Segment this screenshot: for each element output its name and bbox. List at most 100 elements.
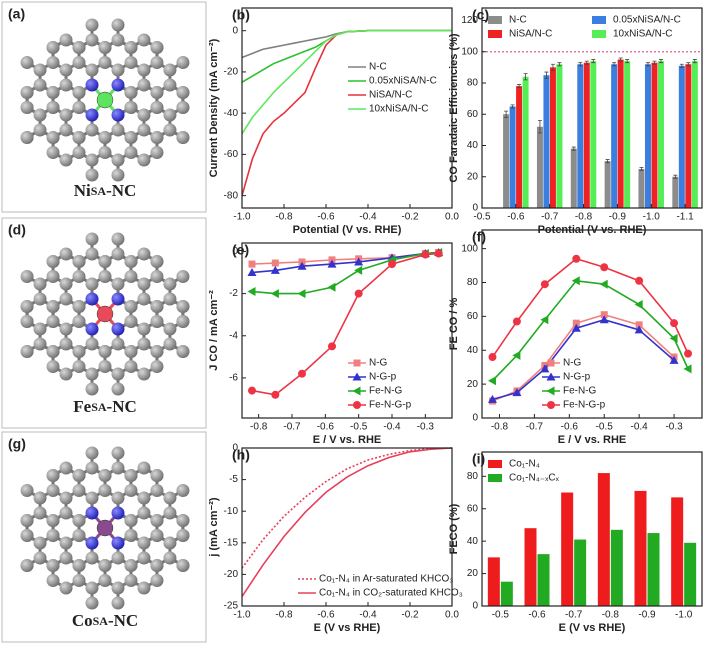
panel-label: (h) — [232, 447, 250, 463]
data-point — [635, 321, 643, 329]
carbon-atom — [176, 559, 190, 572]
data-point — [600, 263, 609, 272]
carbon-atom — [72, 300, 86, 313]
carbon-atom — [163, 63, 177, 77]
data-point — [634, 325, 644, 334]
caption-part: SA — [91, 400, 107, 414]
y-axis-title: FE CO / % — [448, 298, 460, 351]
carbon-atom — [85, 18, 99, 32]
data-point — [270, 265, 280, 274]
carbon-atom — [85, 596, 99, 610]
x-tick-label: -0.7 — [526, 422, 544, 433]
carbon-atom — [85, 491, 99, 505]
nitrogen-atom — [111, 536, 125, 550]
carbon-atom — [150, 131, 164, 144]
bar — [647, 533, 660, 606]
carbon-atom — [98, 146, 112, 159]
carbon-atom — [20, 559, 34, 572]
error-bar — [510, 104, 515, 109]
y-tick-label: -60 — [224, 149, 239, 160]
x-axis-title: E (V vs RHE) — [559, 622, 626, 634]
y-axis-title: J CO / mA cm⁻² — [208, 290, 220, 371]
error-bar — [550, 63, 555, 71]
y-axis-title: FECO (%) — [448, 503, 460, 554]
carbon-atom — [59, 581, 73, 595]
bar — [536, 126, 543, 208]
legend-swatch — [592, 16, 606, 24]
x-tick-label: -1.0 — [643, 212, 661, 223]
y-tick-label: -20 — [224, 569, 239, 580]
carbon-atom — [137, 292, 151, 306]
carbon-atom — [20, 484, 34, 497]
carbon-atom — [111, 581, 125, 595]
carbon-atom — [137, 322, 151, 336]
carbon-atom — [46, 559, 60, 572]
structure-caption: NiSA-NC — [74, 181, 137, 200]
carbon-atom — [59, 536, 73, 550]
x-tick-label: -0.6 — [507, 212, 525, 223]
carbon-atom — [33, 108, 47, 122]
legend-label: NiSA/N-C — [369, 90, 412, 101]
legend-swatch — [488, 30, 502, 38]
carbon-atom — [98, 360, 112, 373]
carbon-atom — [59, 292, 73, 306]
legend-swatch — [488, 460, 502, 468]
y-axis-title: Current Density (mA cm⁻²) — [208, 38, 220, 177]
carbon-atom — [98, 469, 112, 482]
y-tick-label: -6 — [229, 373, 238, 384]
carbon-atom — [20, 131, 34, 144]
legend-label: 0.05xNiSA/N-C — [613, 15, 681, 26]
caption-part: Co — [72, 611, 93, 630]
panel-frame — [1, 1, 207, 213]
carbon-atom — [124, 86, 138, 99]
carbon-atom — [111, 232, 125, 246]
plot-frame — [241, 7, 453, 209]
carbon-atom — [72, 56, 86, 69]
bar — [657, 61, 664, 208]
data-point — [354, 289, 363, 298]
carbon-atom — [59, 461, 73, 475]
carbon-atom — [85, 33, 99, 47]
data-point — [271, 390, 280, 399]
data-point — [354, 257, 364, 266]
carbon-atom — [111, 168, 125, 182]
y-tick-label: 0 — [472, 413, 478, 424]
bar — [500, 581, 513, 606]
nitrogen-atom — [111, 292, 125, 306]
carbon-atom — [33, 78, 47, 92]
carbon-atom — [85, 581, 99, 595]
legend-label: N-C — [509, 15, 527, 26]
x-tick-label: 0.0 — [445, 212, 459, 223]
carbon-atom — [137, 277, 151, 291]
carbon-atom — [111, 123, 125, 137]
legend-label: NiSA/N-C — [509, 29, 552, 40]
x-tick-label: -0.4 — [631, 422, 649, 433]
error-bar — [618, 57, 623, 62]
y-tick-label: -40 — [224, 108, 239, 119]
carbon-atom — [111, 337, 125, 351]
nitrogen-atom — [111, 322, 125, 336]
carbon-atom — [72, 574, 86, 587]
carbon-atom — [150, 484, 164, 497]
error-bar — [504, 110, 509, 118]
bar — [543, 75, 550, 208]
data-point — [669, 355, 679, 364]
data-point — [327, 259, 337, 268]
carbon-atom — [124, 41, 138, 54]
legend-label: 10xNiSA/N-C — [613, 29, 672, 40]
y-tick-label: 20 — [467, 379, 479, 390]
data-point — [297, 289, 306, 299]
carbon-atom — [85, 247, 99, 261]
error-bar — [517, 84, 522, 89]
carbon-atom — [20, 529, 34, 542]
data-point — [248, 260, 256, 268]
x-tick-label: -0.8 — [250, 422, 268, 433]
carbon-atom — [163, 551, 177, 565]
y-tick-label: 120 — [461, 15, 478, 26]
y-tick-label: 0 — [232, 443, 238, 454]
series-line — [251, 252, 439, 396]
carbon-atom — [150, 345, 164, 358]
y-tick-label: 40 — [467, 140, 479, 151]
data-point — [248, 386, 256, 395]
carbon-atom — [46, 484, 60, 497]
